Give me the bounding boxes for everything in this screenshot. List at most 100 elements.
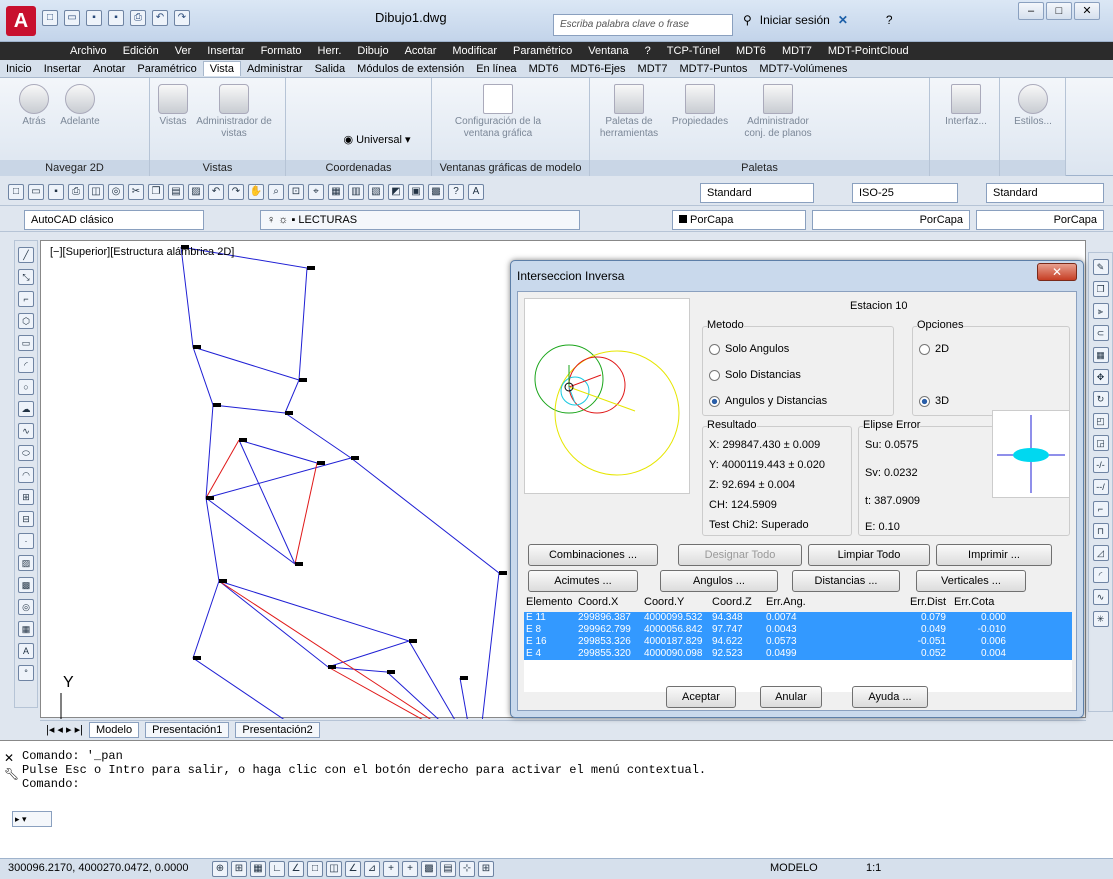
menu-item[interactable]: Acotar [404, 45, 437, 57]
tab-mdt6[interactable]: MDT6 [528, 62, 559, 75]
array-icon[interactable]: ▦ [1092, 347, 1109, 363]
open-icon[interactable]: ▭ [28, 184, 44, 200]
lineweight-icon[interactable]: + [402, 861, 418, 877]
join-icon[interactable]: ⊓ [1092, 523, 1109, 539]
tab-mdt6-ejes[interactable]: MDT6-Ejes [570, 62, 626, 75]
menu-item[interactable]: Edición [122, 45, 159, 57]
snap-icon[interactable]: ⊞ [231, 861, 247, 877]
binoculars-icon[interactable]: ⚲ [743, 13, 752, 27]
help-icon[interactable]: ? [885, 13, 893, 27]
menu-item[interactable]: Insertar [207, 45, 245, 57]
tab-inicio[interactable]: Inicio [6, 62, 32, 75]
designar-todo-button[interactable]: Designar Todo [678, 544, 802, 566]
ellipse-icon[interactable]: ⬭ [18, 445, 34, 461]
linetype-select[interactable]: PorCapa [812, 210, 970, 230]
point-icon[interactable]: · [18, 533, 34, 549]
tab-en-linea[interactable]: En línea [476, 62, 517, 75]
wrench-icon[interactable]: 🔧︎ [4, 767, 20, 781]
menu-item[interactable]: MDT7 [781, 45, 812, 57]
col-coord-y[interactable]: Coord.Y [644, 596, 685, 608]
preview-icon[interactable]: ◫ [88, 184, 104, 200]
table-style-select[interactable]: Standard [986, 183, 1104, 203]
radio-solo-distancias[interactable]: Solo Distancias [709, 369, 801, 381]
menu-item[interactable]: Ventana [588, 45, 629, 57]
tab-administrar[interactable]: Administrar [246, 62, 303, 75]
dialog-close-button[interactable]: ✕ [1037, 263, 1077, 281]
markup-icon[interactable]: ▣ [408, 184, 424, 200]
infer-constraints-icon[interactable]: ⊕ [212, 861, 228, 877]
annotation-scale[interactable]: 1:1 [866, 862, 882, 874]
dyn-icon[interactable]: + [383, 861, 399, 877]
erase-icon[interactable]: ✎ [1092, 259, 1109, 275]
blend-icon[interactable]: ∿ [1092, 589, 1109, 605]
redo-icon[interactable]: ↷ [228, 184, 244, 200]
pan-icon[interactable]: ✋ [248, 184, 264, 200]
rotate-icon[interactable]: ↻ [1092, 391, 1109, 407]
verticales-button[interactable]: Verticales ... [916, 570, 1026, 592]
selection-cycling-icon[interactable]: ⊹ [459, 861, 475, 877]
new-icon[interactable]: □ [8, 184, 24, 200]
tab-nav-arrows[interactable]: |◂ ◂ ▸ ▸| [46, 724, 83, 736]
menu-item[interactable]: Archivo [70, 45, 107, 57]
publish-icon[interactable]: ◎ [108, 184, 124, 200]
menu-item[interactable]: Formato [260, 45, 302, 57]
save-icon[interactable]: ▪ [86, 10, 102, 26]
table-row[interactable]: E 4 299855.320 4000090.098 92.523 0.0499 0.05… [524, 648, 1072, 660]
extend-icon[interactable]: --/ [1092, 479, 1109, 495]
polyline-icon[interactable]: ⌐ [18, 291, 34, 307]
revcloud-icon[interactable]: ☁ [18, 401, 34, 417]
tab-presentacion2[interactable]: Presentación2 [235, 721, 320, 738]
scale-icon[interactable]: ◰ [1092, 413, 1109, 429]
trim-icon[interactable]: -/- [1092, 457, 1109, 473]
sheet-set-icon[interactable]: ◩ [388, 184, 404, 200]
tab-vista[interactable]: Vista [202, 61, 241, 76]
estilos-button[interactable]: Estilos... [1008, 84, 1058, 128]
text-style-icon[interactable]: A [468, 184, 484, 200]
tab-mdt7[interactable]: MDT7 [637, 62, 668, 75]
hatch-icon[interactable]: ▨ [18, 555, 34, 571]
autocad-logo-icon[interactable]: A [6, 6, 36, 36]
annotation-monitor-icon[interactable]: ⊞ [478, 861, 494, 877]
minimize-icon[interactable]: – [1018, 2, 1044, 20]
coordinate-readout[interactable]: 300096.2170, 4000270.0472, 0.0000 [8, 862, 189, 874]
zoom-window-icon[interactable]: ⊡ [288, 184, 304, 200]
ducs-icon[interactable]: ⊿ [364, 861, 380, 877]
tab-insertar[interactable]: Insertar [43, 62, 81, 75]
menu-item[interactable]: MDT6 [735, 45, 766, 57]
paletas-herr-button[interactable]: Paletas de herramientas [594, 84, 664, 140]
acimutes-button[interactable]: Acimutes ... [528, 570, 638, 592]
table-row[interactable]: E 11 299896.387 4000099.532 94.348 0.0074 0.0… [524, 612, 1072, 624]
tab-anotar[interactable]: Anotar [92, 62, 126, 75]
radio-solo-angulos[interactable]: Solo Angulos [709, 343, 789, 355]
tool-palette-icon[interactable]: ▧ [368, 184, 384, 200]
vistas-button[interactable]: Vistas [156, 84, 190, 128]
open-icon[interactable]: ▭ [64, 10, 80, 26]
angulos-button[interactable]: Angulos ... [660, 570, 778, 592]
new-icon[interactable]: □ [42, 10, 58, 26]
region-icon[interactable]: ◎ [18, 599, 34, 615]
color-select[interactable]: PorCapa [672, 210, 806, 230]
ellipse-arc-icon[interactable]: ◠ [18, 467, 34, 483]
combinaciones-button[interactable]: Combinaciones ... [528, 544, 658, 566]
move-icon[interactable]: ✥ [1092, 369, 1109, 385]
osnap-icon[interactable]: □ [307, 861, 323, 877]
xline-icon[interactable]: ⤡ [18, 269, 34, 285]
menu-item[interactable]: ? [644, 45, 651, 57]
workspace-select[interactable]: AutoCAD clásico [24, 210, 204, 230]
menu-item[interactable]: Paramétrico [513, 45, 573, 57]
table-row[interactable]: E 16 299853.326 4000187.829 94.622 0.0573 -0.… [524, 636, 1072, 648]
undo-icon[interactable]: ↶ [208, 184, 224, 200]
col-coord-x[interactable]: Coord.X [578, 596, 619, 608]
universal-dropdown[interactable]: ◉ Universal ▾ [343, 134, 411, 146]
match-properties-icon[interactable]: ▨ [188, 184, 204, 200]
menu-item[interactable]: Modificar [452, 45, 497, 57]
close-icon[interactable]: ✕ [4, 751, 15, 765]
col-err-cota[interactable]: Err.Cota [954, 596, 995, 608]
otrack-icon[interactable]: ∠ [345, 861, 361, 877]
menu-item[interactable]: Dibujo [357, 45, 389, 57]
arc-icon[interactable]: ◜ [18, 357, 34, 373]
imprimir-button[interactable]: Imprimir ... [936, 544, 1052, 566]
col-err-dist[interactable]: Err.Dist [909, 596, 946, 608]
propiedades-button[interactable]: Propiedades [668, 84, 732, 128]
table-icon[interactable]: ▦ [18, 621, 34, 637]
